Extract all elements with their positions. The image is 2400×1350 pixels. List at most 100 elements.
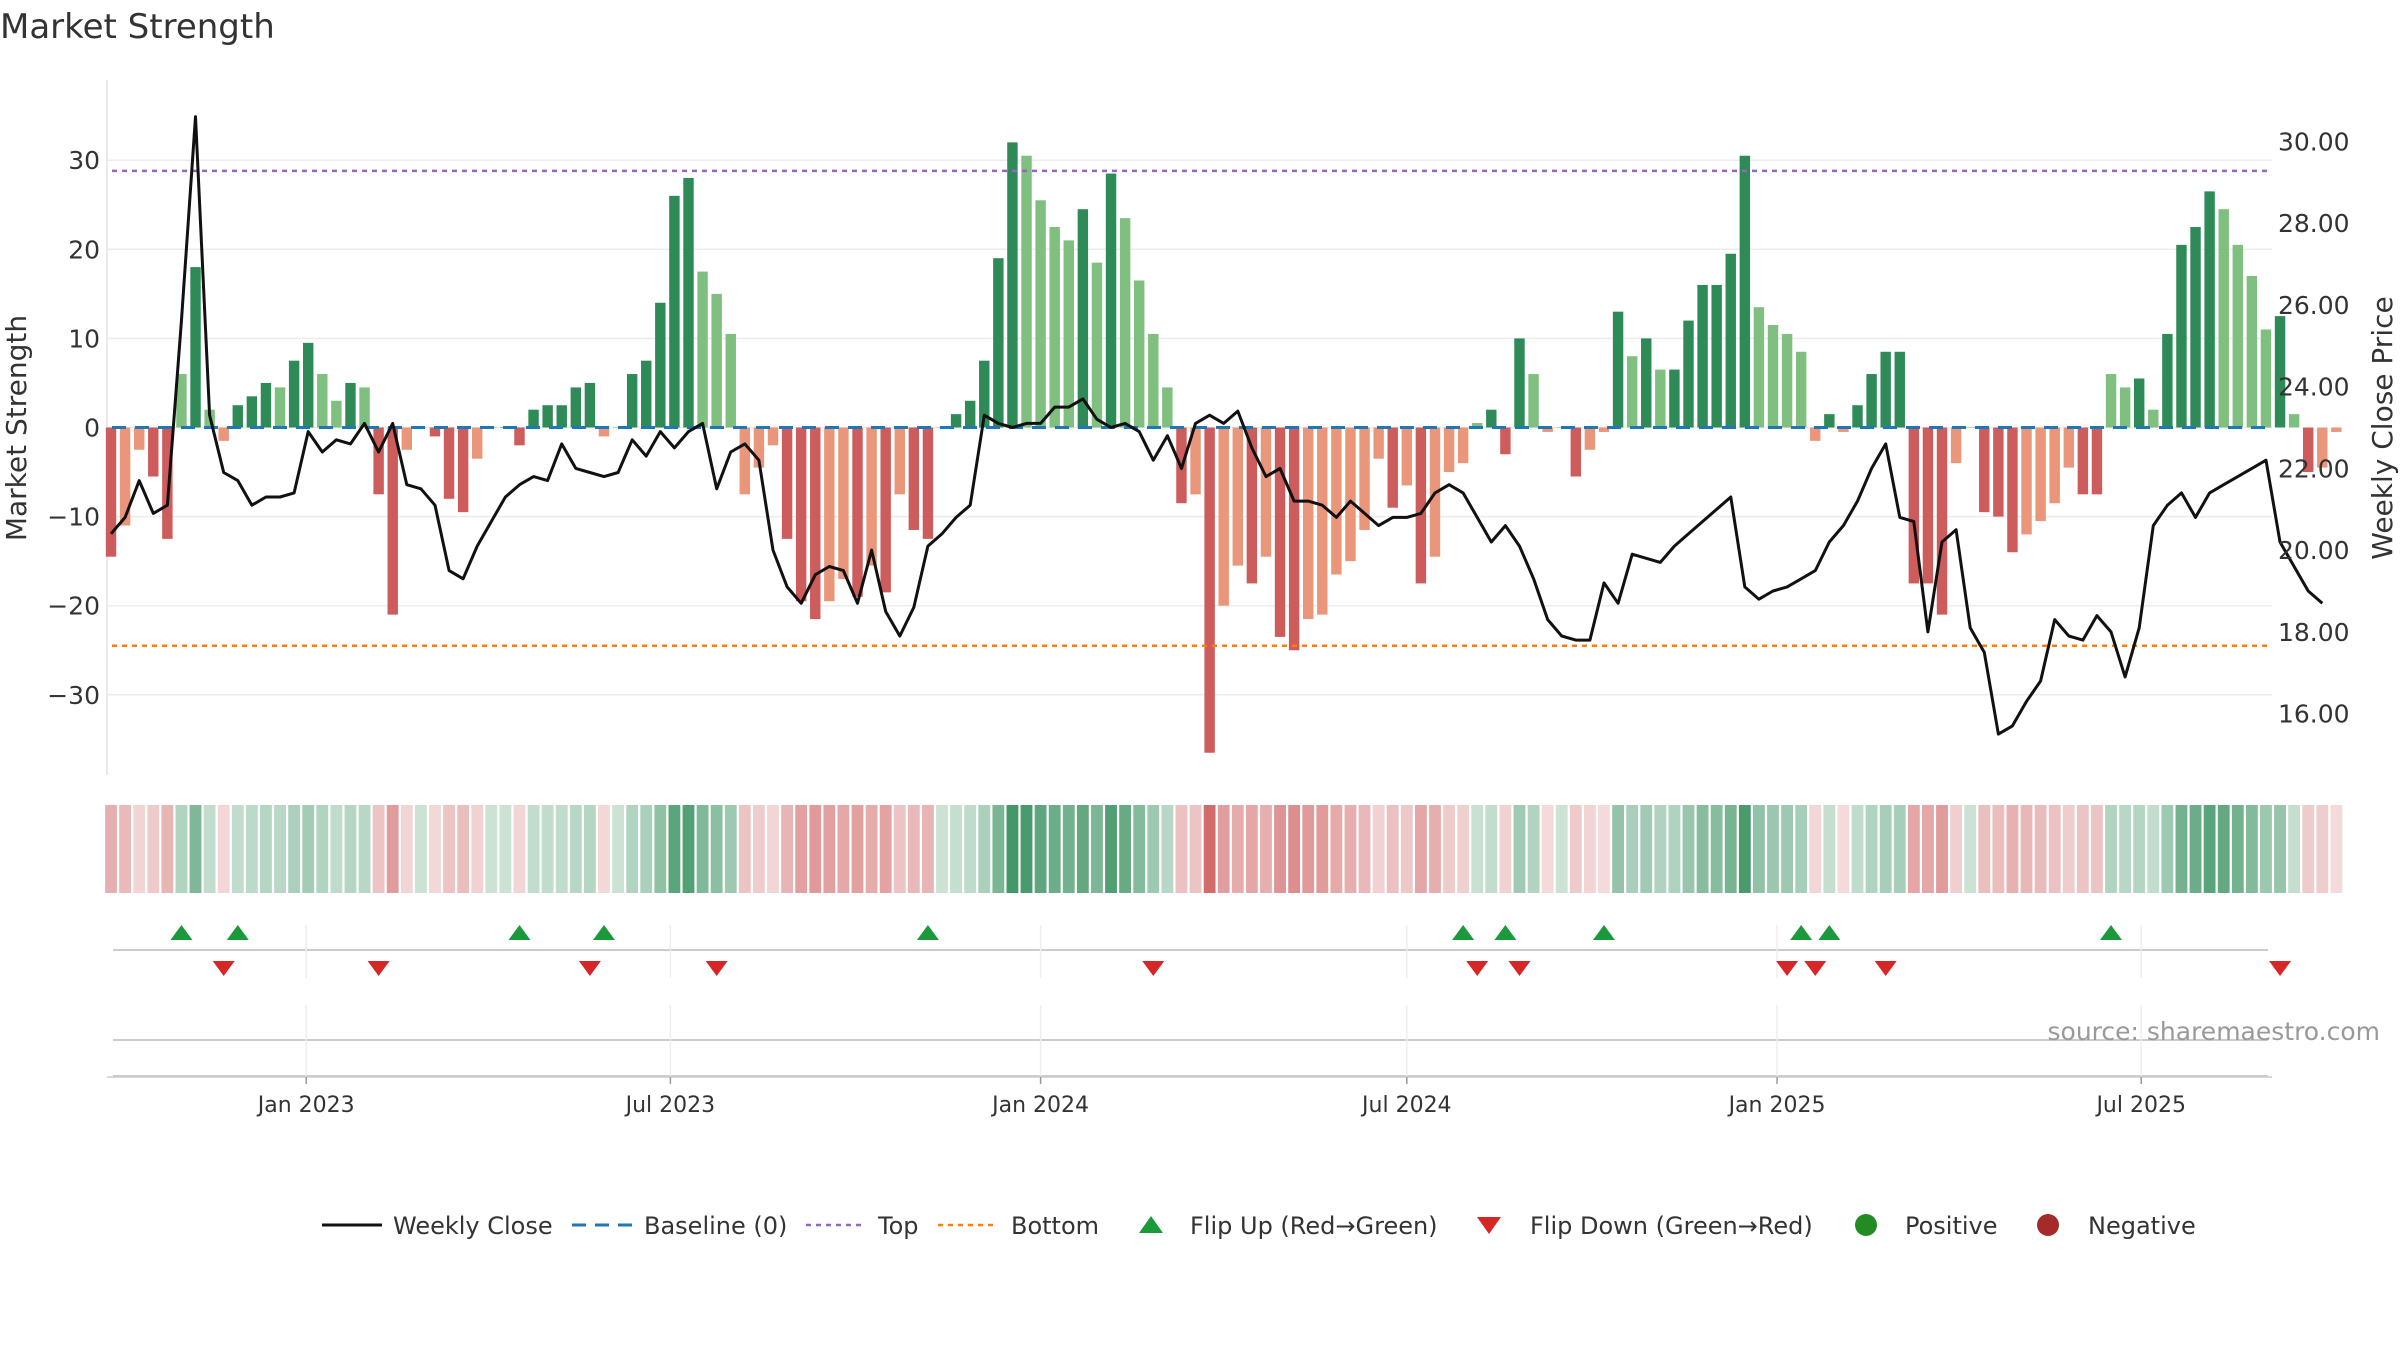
strength-bar	[1626, 356, 1638, 428]
strength-bar	[260, 382, 272, 428]
legend-swatch-flip-down	[1477, 1217, 1501, 1234]
heat-cell	[795, 805, 808, 893]
heat-cell	[1076, 805, 1089, 893]
strength-bar	[1514, 338, 1525, 428]
x-tick-label: Jan 2023	[256, 1093, 355, 1118]
strength-bar	[2077, 427, 2089, 495]
heat-cell	[1344, 805, 1357, 893]
strength-bar	[1993, 427, 2004, 517]
strength-bar	[641, 360, 652, 428]
flip-down-marker	[578, 961, 601, 976]
strength-bar	[2119, 387, 2131, 428]
strength-bar	[1894, 351, 1905, 428]
strength-bar	[2091, 427, 2103, 495]
strength-bar	[1035, 200, 1046, 428]
heat-cell	[1161, 805, 1174, 893]
strength-bar	[1922, 427, 1934, 584]
heat-cell	[2105, 805, 2117, 893]
heat-cell	[626, 805, 639, 893]
x-tick-label: Jul 2024	[1360, 1093, 1452, 1118]
strength-bar	[401, 427, 413, 450]
heat-cell	[865, 805, 878, 893]
strength-bar	[1950, 427, 1962, 464]
heat-cell	[950, 805, 963, 893]
strength-bar	[274, 387, 286, 428]
heat-cell	[1527, 805, 1540, 893]
strength-bar	[387, 427, 398, 615]
legend-label-bottom: Bottom	[1011, 1212, 1099, 1240]
heat-cell	[752, 805, 765, 893]
flip-up-marker	[226, 925, 249, 940]
strength-bar	[1148, 333, 1159, 428]
heat-cell	[1189, 805, 1202, 893]
heat-cell	[724, 805, 737, 893]
heat-cell	[1738, 805, 1751, 893]
strength-bar	[302, 342, 314, 428]
y-tick-right-label: 30.00	[2278, 127, 2350, 156]
strength-bar	[1781, 333, 1793, 428]
heat-cell	[1922, 805, 1934, 893]
strength-bar	[1570, 427, 1582, 477]
flip-up-marker	[170, 925, 193, 940]
heat-cell	[2133, 805, 2146, 893]
strength-bar	[1373, 427, 1384, 459]
heat-cell	[1682, 805, 1695, 893]
strength-bar	[1739, 155, 1751, 428]
heat-cell	[1133, 805, 1146, 893]
legend: Weekly Close Baseline (0) Top Bottom Flip Up…	[322, 1212, 2196, 1240]
heat-cell	[260, 805, 272, 893]
heat-cell	[879, 805, 892, 893]
strength-bars	[105, 142, 2342, 753]
heat-cell	[330, 805, 343, 893]
strength-bar	[964, 400, 976, 428]
strength-bar	[1049, 227, 1060, 428]
strength-bar	[1936, 427, 1948, 615]
heat-cell	[1978, 805, 1991, 893]
strength-bar	[1387, 427, 1398, 508]
strength-bar	[1486, 409, 1497, 428]
strength-bar	[1133, 280, 1145, 428]
strength-bar	[345, 382, 356, 428]
strength-bar	[1810, 427, 1821, 441]
heat-cell	[710, 805, 723, 893]
heat-cell	[1696, 805, 1709, 893]
strength-bar	[570, 387, 582, 428]
heat-cell	[105, 805, 117, 893]
heat-cell	[2231, 805, 2244, 893]
heat-cell	[598, 805, 610, 893]
heat-cell	[922, 805, 934, 893]
heat-cell	[1274, 805, 1286, 893]
heat-cell	[443, 805, 455, 893]
strength-bar	[1612, 311, 1624, 428]
strength-bar	[1669, 369, 1680, 428]
heat-cell	[1316, 805, 1329, 893]
heat-cell	[1569, 805, 1582, 893]
y-tick-right-label: 16.00	[2278, 700, 2350, 729]
flip-up-marker	[2100, 925, 2123, 940]
strength-bar	[1331, 427, 1342, 575]
heat-cell	[1583, 805, 1596, 893]
heat-cell	[457, 805, 470, 893]
heat-cell	[1006, 805, 1019, 893]
y-tick-right-label: 26.00	[2278, 291, 2350, 320]
heat-cell	[1654, 805, 1667, 893]
heat-cell	[1358, 805, 1371, 893]
heat-cell	[1767, 805, 1779, 893]
strength-bar	[753, 427, 765, 468]
strength-bar	[1415, 427, 1427, 584]
heat-cell	[1555, 805, 1568, 893]
strength-bar	[190, 267, 201, 428]
strength-bar	[598, 427, 610, 437]
heat-cell	[1414, 805, 1427, 893]
strength-bar	[148, 427, 159, 477]
strength-bar	[655, 302, 666, 428]
heat-cell	[1302, 805, 1315, 893]
strength-heat-strip	[105, 805, 2343, 893]
heat-cell	[1513, 805, 1526, 893]
heat-cell	[527, 805, 540, 893]
strength-bar	[725, 333, 736, 428]
strength-bar	[1077, 209, 1089, 428]
strength-bar	[2035, 427, 2046, 522]
heat-cell	[1851, 805, 1864, 893]
legend-label-weekly-close: Weekly Close	[393, 1212, 553, 1240]
